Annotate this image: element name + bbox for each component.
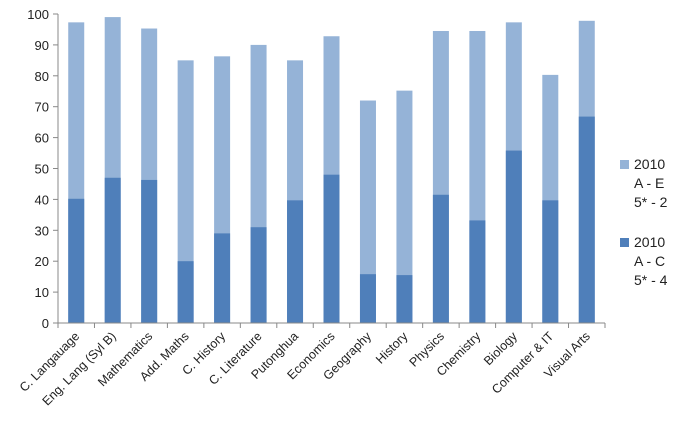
bar xyxy=(104,177,121,323)
bar xyxy=(396,275,413,323)
y-tick-label: 80 xyxy=(35,69,49,84)
y-tick-label: 60 xyxy=(35,131,49,146)
x-tick-label: History xyxy=(373,329,411,367)
bar xyxy=(177,60,194,323)
bar xyxy=(578,116,595,323)
legend-label: 2010 A - E 5* - 2 xyxy=(634,156,668,210)
bar xyxy=(287,200,304,323)
bar xyxy=(359,100,376,324)
y-tick-label: 100 xyxy=(27,7,49,22)
bar xyxy=(469,220,486,323)
y-tick-label: 30 xyxy=(35,223,49,238)
bar xyxy=(177,261,194,323)
y-tick-label: 0 xyxy=(42,316,49,331)
y-tick-label: 10 xyxy=(35,285,49,300)
bar xyxy=(250,227,267,323)
bar xyxy=(396,90,413,323)
y-tick-label: 90 xyxy=(35,38,49,53)
bar xyxy=(359,274,376,323)
y-tick-label: 40 xyxy=(35,192,49,207)
bar xyxy=(141,179,158,323)
bar xyxy=(505,150,522,323)
y-tick-label: 20 xyxy=(35,254,49,269)
y-tick-label: 70 xyxy=(35,100,49,115)
legend-swatch xyxy=(620,160,629,169)
bar xyxy=(68,198,85,323)
bar xyxy=(214,233,231,323)
bar xyxy=(323,174,340,323)
bar xyxy=(542,200,559,323)
y-tick-label: 50 xyxy=(35,162,49,177)
legend-swatch xyxy=(620,238,629,247)
legend-label: 2010 A - C 5* - 4 xyxy=(634,234,668,288)
bar xyxy=(432,194,449,323)
